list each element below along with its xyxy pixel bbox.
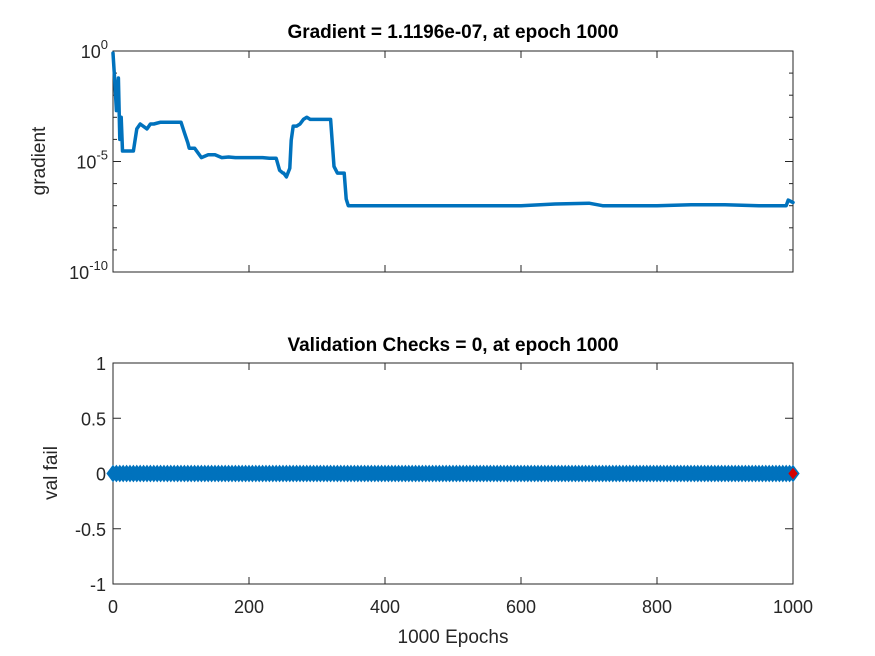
val-fail-y-ticks: 1 0.5 0 -0.5 -1 (75, 354, 793, 595)
val-fail-title: Validation Checks = 0, at epoch 1000 (287, 335, 618, 356)
val-fail-series (106, 464, 800, 483)
gradient-axes: 100 10-5 10-10 Gradient = 1.1196e-07, at e… (29, 22, 795, 283)
x-tick-label: 400 (370, 597, 400, 617)
gradient-y-ticks: 100 10-5 10-10 (69, 37, 793, 283)
x-tick-label: 800 (642, 597, 672, 617)
gradient-line (111, 51, 795, 208)
val-fail-y-tick-label: -0.5 (75, 520, 106, 540)
gradient-y-tick-label: 100 (81, 37, 108, 62)
gradient-plot-area (112, 50, 794, 273)
gradient-title: Gradient = 1.1196e-07, at epoch 1000 (287, 22, 618, 43)
x-axis-label: 1000 Epochs (398, 627, 509, 648)
x-tick-label: 1000 (773, 597, 813, 617)
gradient-y-tick-label: 10-10 (69, 258, 108, 283)
val-fail-y-tick-label: 0 (96, 465, 106, 485)
gradient-y-label: gradient (29, 126, 50, 195)
val-fail-markers (106, 464, 800, 483)
x-tick-label: 200 (234, 597, 264, 617)
gradient-series (111, 51, 795, 208)
current-epoch-marker (788, 467, 798, 480)
val-fail-y-tick-label: -1 (90, 575, 106, 595)
x-tick-label: 600 (506, 597, 536, 617)
val-fail-axes: 1 0.5 0 -0.5 -1 0 200 400 600 800 1000 Validation… (41, 335, 813, 648)
x-tick-label: 0 (108, 597, 118, 617)
gradient-y-tick-label: 10-5 (76, 148, 108, 173)
val-fail-y-tick-label: 0.5 (81, 409, 106, 429)
val-fail-x-ticks: 0 200 400 600 800 1000 (108, 363, 813, 617)
val-fail-y-tick-label: 1 (96, 354, 106, 374)
val-fail-y-label: val fail (41, 446, 62, 500)
